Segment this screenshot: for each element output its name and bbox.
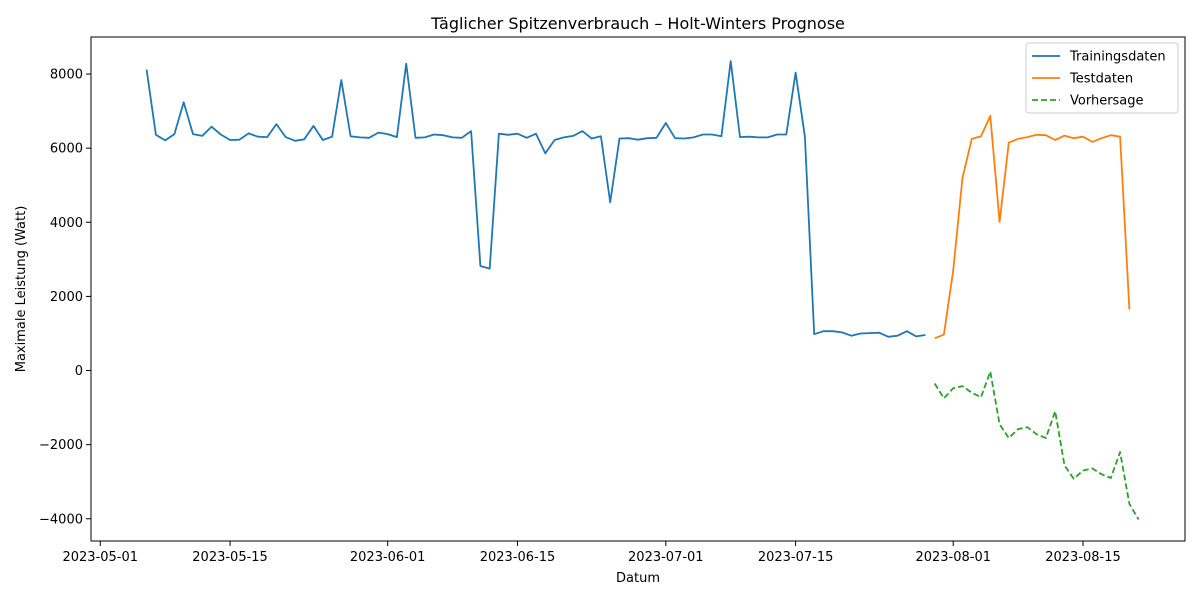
x-axis-title: Datum [616, 571, 660, 586]
x-tick-label: 2023-06-01 [350, 550, 426, 565]
legend-box [1025, 42, 1179, 114]
series-layer [145, 60, 1140, 520]
y-tick-label: 0 [75, 364, 83, 379]
y-tick-label: 4000 [50, 216, 83, 231]
x-tick-label: 2023-08-01 [915, 550, 991, 565]
x-tick-label: 2023-08-15 [1045, 550, 1121, 565]
y-tick-label: 2000 [50, 290, 83, 305]
chart-title: Täglicher Spitzenverbrauch – Holt-Winter… [430, 14, 845, 33]
series-line-testdaten [934, 115, 1131, 340]
plot-frame [90, 36, 1186, 542]
series-line-vorhersage [933, 370, 1140, 520]
x-tick-label: 2023-07-01 [628, 550, 704, 565]
legend-label-vorhersage: Vorhersage [1070, 94, 1144, 109]
y-tick-label: −2000 [39, 438, 83, 453]
x-tick-label: 2023-05-01 [62, 550, 138, 565]
x-tick-label: 2023-06-15 [480, 550, 556, 565]
x-tick-label: 2023-07-15 [758, 550, 834, 565]
y-tick-label: −4000 [39, 512, 83, 527]
x-tick-label: 2023-05-15 [192, 550, 268, 565]
y-axis-title: Maximale Leistung (Watt) [14, 206, 29, 373]
x-axis: 2023-05-01 2023-05-15 2023-06-01 2023-06-15… [62, 541, 1121, 565]
series-line-trainingsdaten [145, 60, 926, 338]
y-tick-label: 8000 [50, 68, 83, 83]
legend-label-testdaten: Testdaten [1069, 72, 1133, 87]
legend-label-trainingsdaten: Trainingsdaten [1069, 50, 1166, 65]
y-tick-label: 6000 [50, 142, 83, 157]
legend: Trainingsdaten Testdaten Vorhersage [1025, 42, 1179, 114]
y-axis: −4000 −2000 0 2000 4000 6000 8000 [39, 68, 91, 527]
